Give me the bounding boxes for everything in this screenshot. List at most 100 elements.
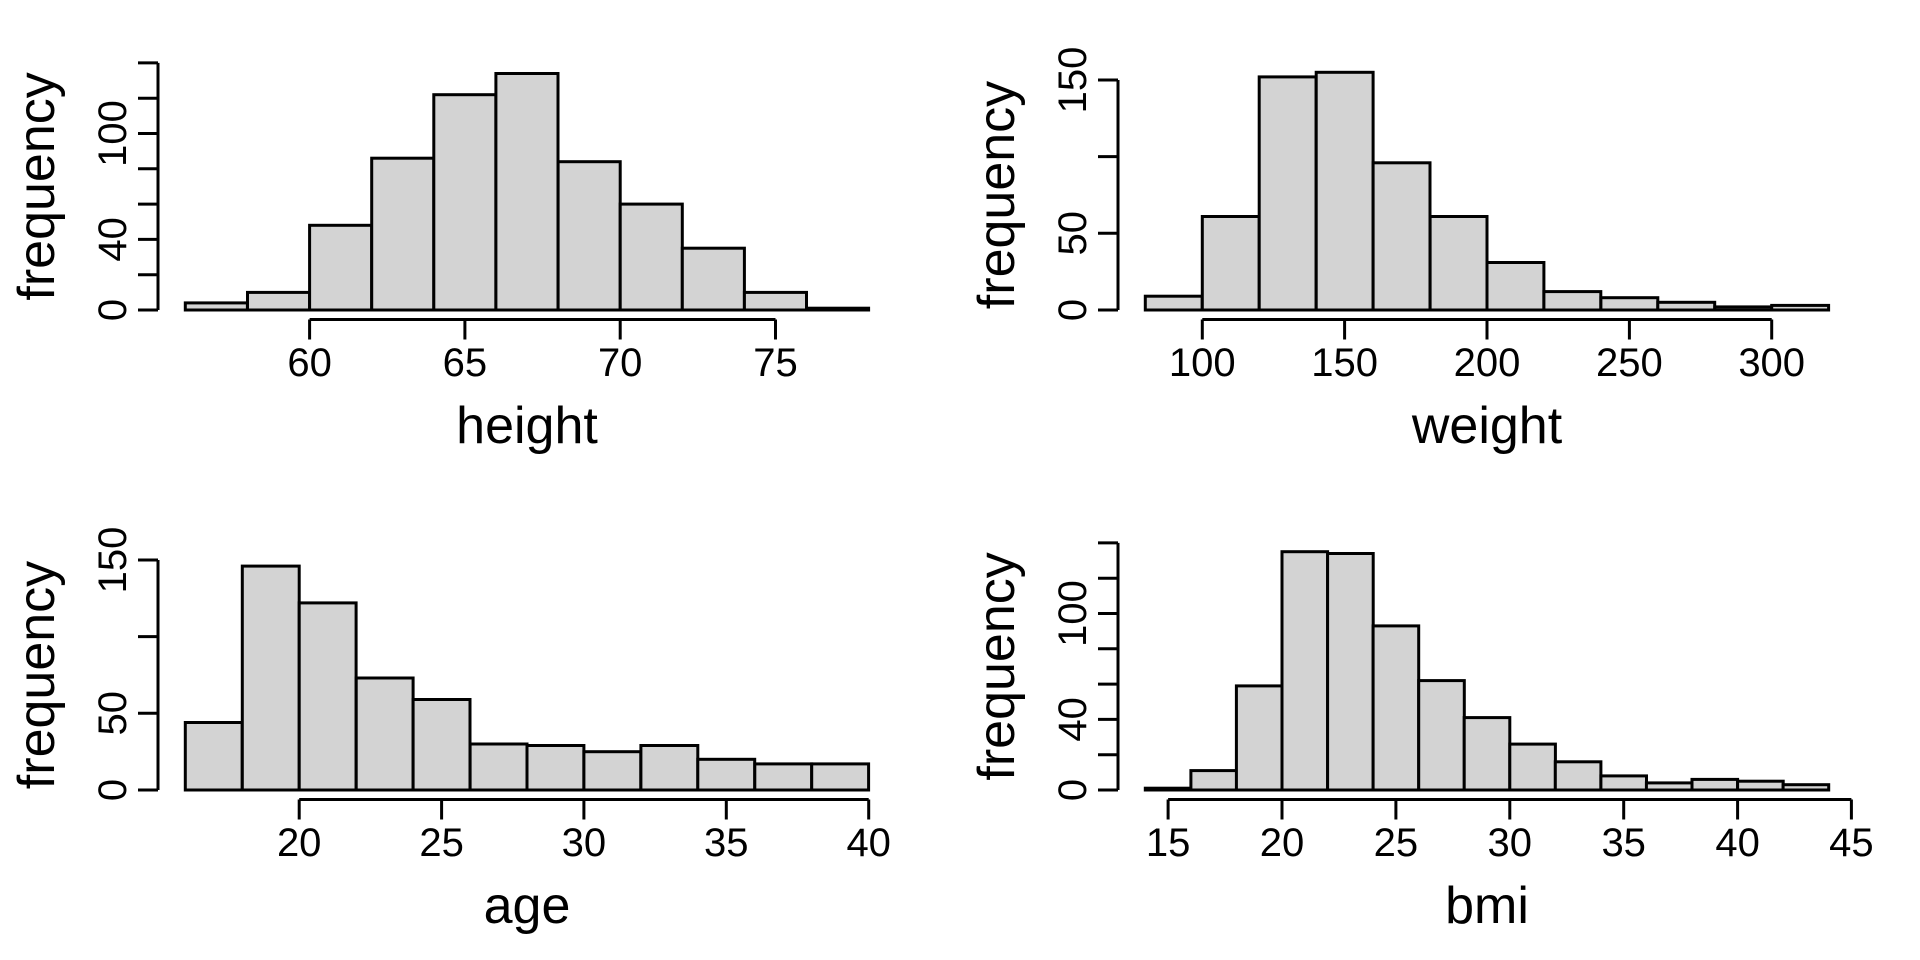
bar-32-34 <box>639 744 700 792</box>
bar-120-140 <box>1257 75 1318 312</box>
bar-26-28 <box>468 742 529 792</box>
bar-220-240 <box>1542 290 1603 312</box>
bar-68-70 <box>556 160 622 312</box>
y-tick-label-0: 0 <box>91 299 135 321</box>
bar-18-20 <box>240 564 301 792</box>
bar-76-78 <box>805 306 871 312</box>
y-tick-label-50: 50 <box>91 691 135 736</box>
bar-24-26 <box>411 698 472 792</box>
x-tick-label-250: 250 <box>1596 341 1663 385</box>
weight-histogram: 0 50 150 100 150 200 250 300 weight frequency <box>968 47 1831 455</box>
y-tick-label-50: 50 <box>1051 211 1095 256</box>
bar-36-38 <box>753 762 814 792</box>
panel-bmi: 0 40 100 15 20 25 30 35 40 45 bmi frequency <box>960 480 1920 960</box>
bar-24-26 <box>1371 624 1421 792</box>
x-tick-label-70: 70 <box>598 341 643 385</box>
y-axis-title: frequency <box>8 561 66 789</box>
bar-22-24 <box>354 676 415 792</box>
x-tick-label-20: 20 <box>277 821 322 865</box>
x-tick-label-30: 30 <box>562 821 607 865</box>
bar-38-40 <box>1690 777 1740 792</box>
panel-height: 0 40 100 60 65 70 75 height frequency <box>0 0 960 480</box>
bar-280-300 <box>1713 305 1774 312</box>
x-tick-label-20: 20 <box>1260 821 1305 865</box>
bmi-histogram: 0 40 100 15 20 25 30 35 40 45 bmi frequency <box>968 541 1874 935</box>
x-tick-label-25: 25 <box>1374 821 1419 865</box>
bar-40-42 <box>1736 779 1785 792</box>
x-tick-label-15: 15 <box>1146 821 1191 865</box>
y-tick-label-0: 0 <box>91 779 135 801</box>
bar-64-66 <box>432 93 498 312</box>
bar-36-38 <box>1644 781 1694 792</box>
y-axis-title: frequency <box>968 552 1026 780</box>
x-tick-label-35: 35 <box>1601 821 1646 865</box>
bar-56-58 <box>183 301 249 312</box>
bar-58-60 <box>246 290 312 312</box>
bar-38-40 <box>810 762 871 792</box>
x-tick-label-65: 65 <box>443 341 488 385</box>
bar-72-74 <box>680 246 746 312</box>
panel-age: 0 50 150 20 25 30 35 40 age frequency <box>0 480 960 960</box>
y-tick-label-100: 100 <box>91 100 135 167</box>
bar-74-76 <box>742 290 809 312</box>
y-tick-label-0: 0 <box>1051 779 1095 801</box>
bar-26-28 <box>1417 679 1466 792</box>
x-tick-label-40: 40 <box>1715 821 1760 865</box>
x-tick-label-300: 300 <box>1738 341 1805 385</box>
bar-70-72 <box>618 202 684 312</box>
x-tick-label-150: 150 <box>1311 341 1378 385</box>
bar-14-16 <box>1143 786 1193 792</box>
y-tick-label-150: 150 <box>91 527 135 594</box>
height-histogram: 0 40 100 60 65 70 75 height frequency <box>8 61 871 455</box>
y-axis-title: frequency <box>968 81 1026 309</box>
bar-34-36 <box>696 757 757 792</box>
x-tick-label-35: 35 <box>704 821 749 865</box>
x-tick-label-60: 60 <box>287 341 332 385</box>
bar-260-280 <box>1656 300 1717 312</box>
x-tick-label-75: 75 <box>753 341 798 385</box>
bar-300-320 <box>1770 303 1831 312</box>
bar-160-180 <box>1371 161 1432 312</box>
bar-22-24 <box>1326 552 1375 792</box>
x-tick-label-30: 30 <box>1488 821 1533 865</box>
x-axis-title: bmi <box>1445 877 1529 935</box>
bar-16-18 <box>183 721 244 792</box>
bar-180-200 <box>1428 215 1489 312</box>
y-tick-label-0: 0 <box>1051 299 1095 321</box>
bar-200-220 <box>1485 261 1546 312</box>
bar-20-22 <box>1280 550 1330 792</box>
bar-42-44 <box>1781 783 1831 792</box>
bar-18-20 <box>1234 684 1284 792</box>
bar-30-32 <box>1508 742 1557 792</box>
y-tick-label-40: 40 <box>1051 697 1095 742</box>
y-tick-label-100: 100 <box>1051 580 1095 647</box>
bar-20-22 <box>297 601 358 792</box>
bar-30-32 <box>582 750 643 792</box>
y-tick-label-40: 40 <box>91 217 135 262</box>
x-axis-title: age <box>484 877 571 935</box>
bar-34-36 <box>1599 774 1649 792</box>
bar-66-68 <box>494 72 560 312</box>
bar-100-120 <box>1200 215 1261 312</box>
x-axis-title: weight <box>1411 397 1563 455</box>
panel-weight: 0 50 150 100 150 200 250 300 weight frequency <box>960 0 1920 480</box>
y-axis-title: frequency <box>8 72 66 300</box>
x-tick-label-45: 45 <box>1829 821 1874 865</box>
x-axis-title: height <box>456 397 598 455</box>
bar-28-30 <box>525 744 586 792</box>
bar-16-18 <box>1189 769 1238 792</box>
x-tick-label-25: 25 <box>419 821 464 865</box>
x-tick-label-40: 40 <box>846 821 891 865</box>
bar-140-160 <box>1314 70 1375 312</box>
x-tick-label-200: 200 <box>1454 341 1521 385</box>
y-tick-label-150: 150 <box>1051 47 1095 114</box>
bar-62-64 <box>370 156 436 312</box>
bar-240-260 <box>1599 296 1660 312</box>
bar-32-34 <box>1553 760 1603 792</box>
x-tick-label-100: 100 <box>1169 341 1236 385</box>
age-histogram: 0 50 150 20 25 30 35 40 age frequency <box>8 527 891 935</box>
bar-80-100 <box>1143 294 1204 312</box>
bar-60-62 <box>308 223 374 312</box>
bar-28-30 <box>1462 716 1512 792</box>
